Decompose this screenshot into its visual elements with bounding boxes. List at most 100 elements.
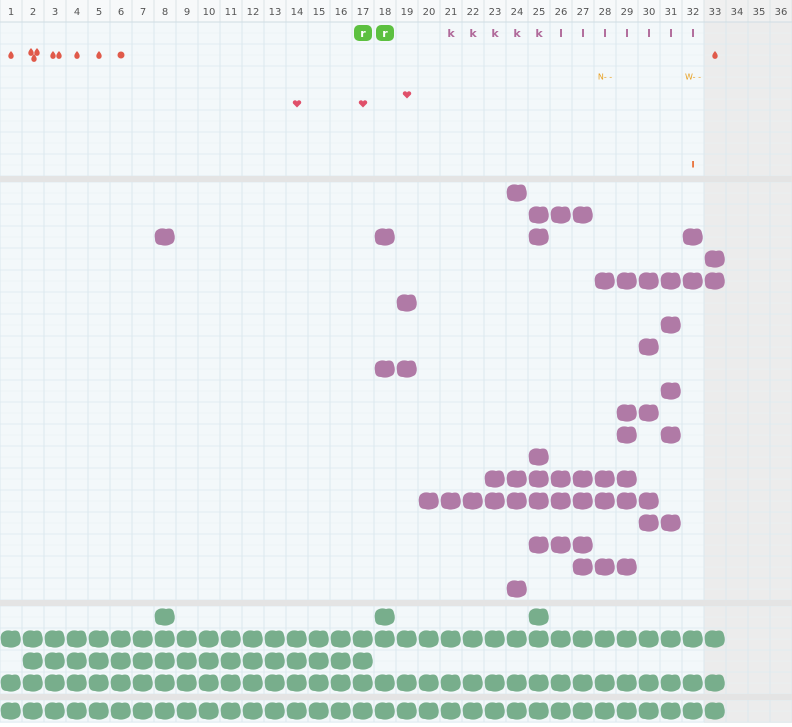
- item-blob: [594, 630, 615, 648]
- item-blob: [264, 630, 285, 648]
- item-blob: [0, 630, 21, 648]
- column-number: 27: [577, 7, 590, 18]
- track-letter: l: [581, 27, 585, 40]
- item-blob: [198, 630, 219, 648]
- track-letter: l: [559, 27, 563, 40]
- task-blob: [572, 536, 593, 554]
- item-blob: [198, 702, 219, 720]
- task-blob: [506, 580, 527, 598]
- column-number: 14: [291, 7, 304, 18]
- item-blob: [22, 652, 43, 670]
- note-label: W- -: [685, 73, 701, 82]
- drop-icon: [74, 51, 80, 59]
- item-blob: [418, 630, 439, 648]
- item-blob: [88, 652, 109, 670]
- item-blob: [286, 652, 307, 670]
- track-letter: k: [469, 27, 477, 40]
- item-blob: [418, 702, 439, 720]
- item-blob: [616, 674, 637, 692]
- task-blob: [528, 448, 549, 466]
- heart-icon: [402, 91, 412, 99]
- task-blob: [616, 272, 637, 290]
- column-number: 6: [118, 7, 124, 18]
- task-blob: [638, 492, 659, 510]
- item-blob: [286, 702, 307, 720]
- item-blob: [572, 630, 593, 648]
- task-blob: [572, 492, 593, 510]
- task-blob: [660, 426, 681, 444]
- item-blob: [440, 674, 461, 692]
- item-blob: [110, 652, 131, 670]
- column-number: 24: [511, 7, 524, 18]
- task-blob: [682, 272, 703, 290]
- task-blob: [550, 206, 571, 224]
- item-blob: [352, 674, 373, 692]
- column-number: 12: [247, 7, 260, 18]
- section-gap: [0, 694, 792, 700]
- track-letter: l: [669, 27, 673, 40]
- item-blob: [506, 630, 527, 648]
- heart-icon: [292, 100, 302, 108]
- item-blob: [594, 674, 615, 692]
- item-blob: [0, 674, 21, 692]
- item-blob: [352, 702, 373, 720]
- item-blob: [198, 652, 219, 670]
- item-blob: [66, 674, 87, 692]
- item-blob: [550, 702, 571, 720]
- item-blob: [66, 652, 87, 670]
- task-blob: [660, 382, 681, 400]
- item-blob: [330, 674, 351, 692]
- item-blob: [506, 702, 527, 720]
- item-blob: [550, 630, 571, 648]
- item-blob: [682, 630, 703, 648]
- item-blob: [154, 652, 175, 670]
- item-blob: [132, 630, 153, 648]
- item-blob: [660, 674, 681, 692]
- item-blob: [352, 630, 373, 648]
- item-blob: [110, 702, 131, 720]
- column-number: 7: [140, 7, 146, 18]
- task-blob: [660, 272, 681, 290]
- item-blob: [198, 674, 219, 692]
- section-gap: [0, 600, 792, 606]
- item-blob: [176, 652, 197, 670]
- item-blob: [374, 674, 395, 692]
- item-blob: [22, 674, 43, 692]
- item-blob: [440, 630, 461, 648]
- track-letter: l: [647, 27, 651, 40]
- drop-icon: [50, 51, 56, 59]
- item-blob: [66, 630, 87, 648]
- item-blob: [242, 702, 263, 720]
- column-number: 25: [533, 7, 546, 18]
- item-blob: [440, 702, 461, 720]
- column-number: 17: [357, 7, 370, 18]
- task-blob: [572, 470, 593, 488]
- item-blob: [242, 674, 263, 692]
- task-blob: [594, 272, 615, 290]
- task-blob: [462, 492, 483, 510]
- item-blob: [176, 674, 197, 692]
- item-blob: [176, 702, 197, 720]
- item-blob: [88, 674, 109, 692]
- item-blob: [88, 702, 109, 720]
- task-blob: [550, 492, 571, 510]
- item-blob: [660, 702, 681, 720]
- track-letter: k: [491, 27, 499, 40]
- column-number: 8: [162, 7, 168, 18]
- column-number: 19: [401, 7, 414, 18]
- badge-label: r: [382, 27, 388, 40]
- item-blob: [264, 652, 285, 670]
- item-blob: [110, 630, 131, 648]
- item-blob: [462, 702, 483, 720]
- task-blob: [550, 536, 571, 554]
- task-blob: [374, 360, 395, 378]
- item-blob: [352, 652, 373, 670]
- item-blob: [110, 674, 131, 692]
- item-blob: [0, 702, 21, 720]
- task-blob: [550, 470, 571, 488]
- item-blob: [220, 630, 241, 648]
- task-blob: [594, 558, 615, 576]
- column-number: 29: [621, 7, 634, 18]
- item-blob: [242, 630, 263, 648]
- item-blob: [44, 630, 65, 648]
